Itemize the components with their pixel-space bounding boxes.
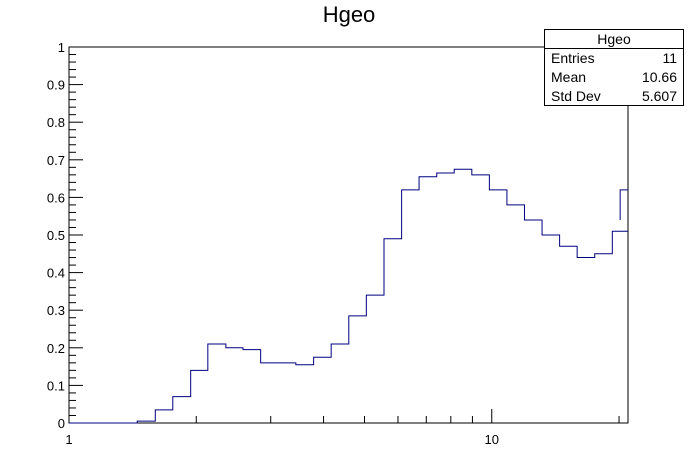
stats-label: Entries: [551, 50, 595, 66]
stats-value: 5.607: [641, 88, 677, 104]
y-tick-label: 0: [58, 416, 65, 431]
stats-value: 10.66: [641, 69, 677, 85]
stats-row-entries: Entries 11: [545, 49, 683, 68]
x-tick-label: 1: [65, 432, 72, 447]
y-tick-label: 0.5: [47, 228, 65, 243]
stats-title: Hgeo: [545, 30, 683, 49]
x-axis: 1 10: [65, 409, 620, 447]
stats-row-stddev: Std Dev 5.607: [545, 87, 683, 106]
stats-label: Std Dev: [551, 88, 601, 104]
y-tick-label: 0.6: [47, 190, 65, 205]
stats-value: 11: [662, 50, 677, 66]
y-tick-label: 0.7: [47, 153, 65, 168]
y-tick-label: 0.4: [47, 266, 65, 281]
stats-box: Hgeo Entries 11 Mean 10.66 Std Dev 5.607: [544, 29, 684, 106]
y-axis: 0 0.1 0.2 0.3 0.4 0.5 0.6 0.7 0.8 0.9 1: [47, 40, 83, 431]
y-tick-label: 0.3: [47, 303, 65, 318]
stats-label: Mean: [551, 69, 587, 85]
x-tick-label: 10: [485, 432, 499, 447]
chart-title: Hgeo: [322, 2, 376, 27]
y-tick-label: 0.2: [47, 341, 65, 356]
y-tick-label: 0.8: [47, 115, 65, 130]
y-tick-label: 0.9: [47, 78, 65, 93]
y-tick-label: 0.1: [47, 378, 65, 393]
stats-row-mean: Mean 10.66: [545, 68, 683, 87]
y-tick-label: 1: [58, 40, 65, 55]
histogram-line: [69, 168, 628, 424]
